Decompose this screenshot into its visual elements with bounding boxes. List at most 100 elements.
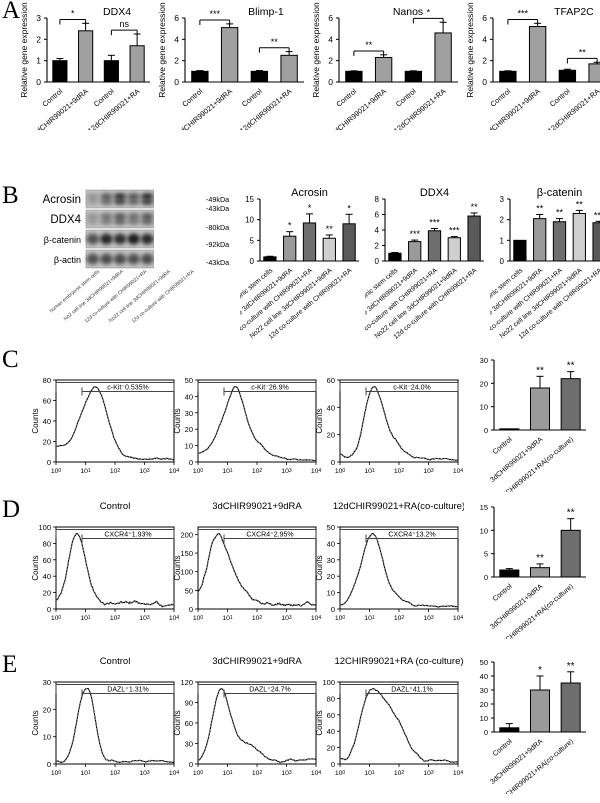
svg-text:**: ** [365, 40, 373, 50]
svg-text:**: ** [536, 365, 544, 376]
svg-text:Control: Control [548, 86, 572, 108]
svg-text:103: 103 [139, 468, 150, 476]
svg-text:104: 104 [453, 615, 464, 623]
svg-text:0: 0 [331, 760, 335, 769]
svg-text:101: 101 [364, 770, 375, 778]
svg-text:20: 20 [327, 431, 335, 440]
svg-text:100: 100 [193, 770, 204, 778]
svg-text:102: 102 [394, 468, 405, 476]
svg-text:c-Kit⁻24.0%: c-Kit⁻24.0% [393, 385, 431, 392]
svg-text:100: 100 [51, 615, 62, 623]
svg-text:40: 40 [185, 392, 193, 401]
svg-text:104: 104 [453, 770, 464, 778]
svg-text:Acrosin: Acrosin [291, 187, 328, 199]
svg-text:30: 30 [327, 556, 335, 565]
svg-text:*: * [288, 221, 292, 231]
svg-text:3: 3 [500, 195, 505, 204]
svg-text:100: 100 [335, 468, 346, 476]
svg-text:40: 40 [43, 417, 51, 426]
svg-text:102: 102 [252, 468, 263, 476]
svg-text:CXCR4⁺2.95%: CXCR4⁺2.95% [246, 532, 293, 539]
svg-text:***: *** [449, 226, 460, 236]
svg-text:5: 5 [250, 236, 255, 245]
svg-text:***: *** [409, 229, 420, 239]
svg-text:40: 40 [480, 672, 488, 681]
svg-text:Relative gene expression: Relative gene expression [19, 2, 29, 98]
svg-text:2: 2 [500, 216, 505, 225]
svg-text:102: 102 [252, 770, 263, 778]
svg-text:60: 60 [185, 719, 193, 728]
svg-text:-92kDa: -92kDa [206, 240, 229, 249]
svg-text:CXCR4⁺13.2%: CXCR4⁺13.2% [388, 532, 435, 539]
svg-text:3dCHIR99021+9dRA: 3dCHIR99021+9dRA [212, 501, 302, 512]
svg-text:103: 103 [281, 770, 292, 778]
svg-text:0: 0 [189, 605, 193, 614]
svg-text:103: 103 [139, 615, 150, 623]
svg-text:0: 0 [189, 458, 193, 467]
svg-text:Counts: Counts [173, 408, 182, 433]
svg-text:20: 20 [327, 572, 335, 581]
svg-text:3dCHIR99021+9dRA: 3dCHIR99021+9dRA [329, 87, 388, 130]
svg-text:103: 103 [281, 468, 292, 476]
svg-text:10: 10 [480, 526, 488, 535]
svg-text:0: 0 [36, 77, 41, 87]
svg-text:60: 60 [43, 397, 51, 406]
svg-text:101: 101 [80, 468, 91, 476]
svg-text:c-Kit⁻0.535%: c-Kit⁻0.535% [107, 385, 148, 392]
svg-text:Control: Control [492, 583, 514, 603]
svg-text:50: 50 [327, 523, 335, 532]
svg-text:100: 100 [38, 523, 51, 532]
svg-text:**: ** [567, 661, 575, 672]
svg-text:6: 6 [375, 211, 380, 220]
svg-text:12dCHIR99021+RA: 12dCHIR99021+RA [392, 87, 447, 130]
svg-text:20: 20 [327, 744, 335, 753]
svg-text:2: 2 [482, 56, 487, 66]
svg-text:100: 100 [322, 678, 335, 687]
svg-text:101: 101 [80, 615, 91, 623]
svg-text:10: 10 [480, 714, 488, 723]
svg-text:β-catenin: β-catenin [44, 235, 81, 245]
svg-text:10: 10 [327, 589, 335, 598]
svg-text:Counts: Counts [315, 710, 324, 735]
svg-text:Control: Control [394, 86, 418, 108]
svg-text:**: ** [567, 361, 575, 372]
svg-text:102: 102 [110, 615, 121, 623]
svg-text:40: 40 [327, 539, 335, 548]
svg-text:0: 0 [482, 77, 487, 87]
svg-text:50: 50 [185, 586, 193, 595]
svg-text:20: 20 [43, 438, 51, 447]
svg-text:*: * [308, 203, 312, 213]
svg-text:***: *** [517, 8, 528, 18]
svg-text:50: 50 [480, 658, 488, 667]
svg-text:Counts: Counts [315, 555, 324, 580]
svg-text:***: *** [209, 9, 220, 19]
svg-text:3dCHIR99021+9dRA: 3dCHIR99021+9dRA [175, 87, 234, 130]
svg-text:0: 0 [47, 760, 51, 769]
svg-text:0: 0 [484, 426, 488, 435]
svg-text:20: 20 [43, 589, 51, 598]
svg-text:c-Kit⁻26.9%: c-Kit⁻26.9% [251, 385, 289, 392]
svg-text:2: 2 [328, 56, 333, 66]
svg-text:60: 60 [43, 556, 51, 565]
svg-text:30: 30 [185, 409, 193, 418]
svg-text:Control: Control [492, 738, 514, 758]
svg-text:-43kDa: -43kDa [206, 258, 229, 267]
svg-text:Relative gene expression: Relative gene expression [465, 2, 475, 98]
svg-text:80: 80 [43, 376, 51, 385]
svg-text:**: ** [576, 199, 584, 209]
svg-text:***: *** [429, 217, 440, 227]
svg-text:102: 102 [110, 770, 121, 778]
svg-text:100: 100 [193, 468, 204, 476]
svg-text:101: 101 [364, 468, 375, 476]
svg-text:20: 20 [185, 425, 193, 434]
svg-text:30: 30 [480, 356, 488, 365]
svg-text:DDX4: DDX4 [103, 6, 131, 18]
svg-text:60: 60 [327, 376, 335, 385]
svg-text:Counts: Counts [173, 710, 182, 735]
svg-text:30: 30 [480, 686, 488, 695]
svg-text:Control: Control [100, 501, 131, 512]
svg-text:Control: Control [240, 86, 264, 108]
svg-text:12dCHIR99021+RA: 12dCHIR99021+RA [238, 87, 293, 130]
svg-text:1: 1 [500, 236, 505, 245]
svg-text:100: 100 [335, 615, 346, 623]
